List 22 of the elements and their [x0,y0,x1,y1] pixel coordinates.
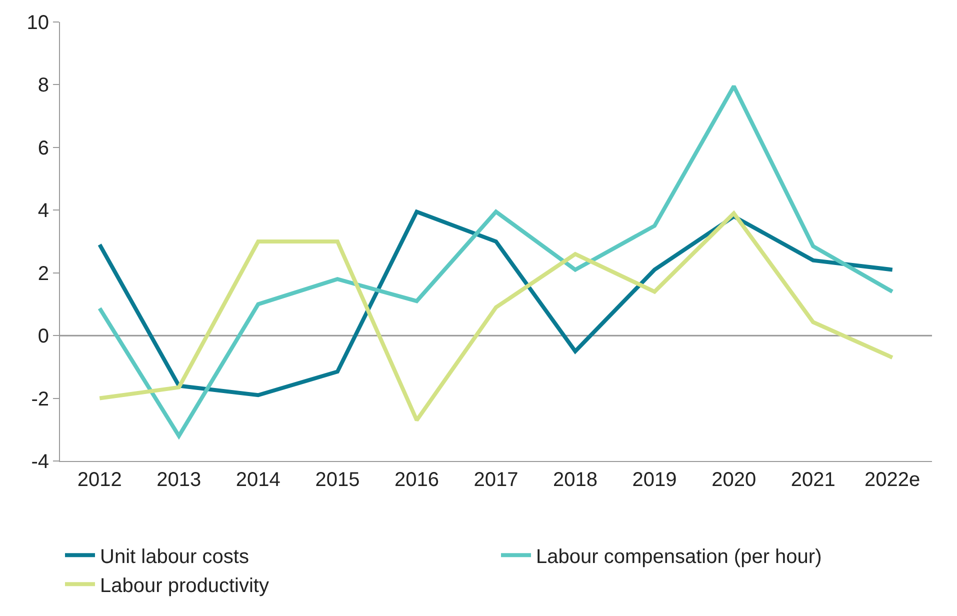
y-tick-label: 4 [38,200,49,222]
x-tick-label: 2012 [77,469,122,491]
y-tick-label: -2 [31,388,49,410]
x-tick-label: 2016 [394,469,439,491]
legend-label: Unit labour costs [100,546,249,568]
y-tick-label: 6 [38,137,49,160]
y-tick-label: -4 [31,451,49,473]
x-tick-label: 2018 [553,469,598,491]
y-tick-label: 2 [38,262,49,285]
x-tick-label: 2019 [632,469,677,491]
legend-label: Labour compensation (per hour) [536,546,822,568]
y-tick-label: 8 [38,74,49,97]
x-tick-label: 2013 [156,469,202,491]
x-tick-label: 2020 [712,469,756,491]
x-tick-label: 2014 [236,469,280,491]
x-tick-label: 2022e [864,469,920,491]
y-tick-label: 0 [38,326,49,348]
x-tick-label: 2015 [315,469,360,491]
legend-label: Labour productivity [100,574,269,597]
x-tick-label: 2017 [474,469,518,491]
x-tick-label: 2021 [790,469,836,491]
y-tick-label: 10 [26,12,49,34]
